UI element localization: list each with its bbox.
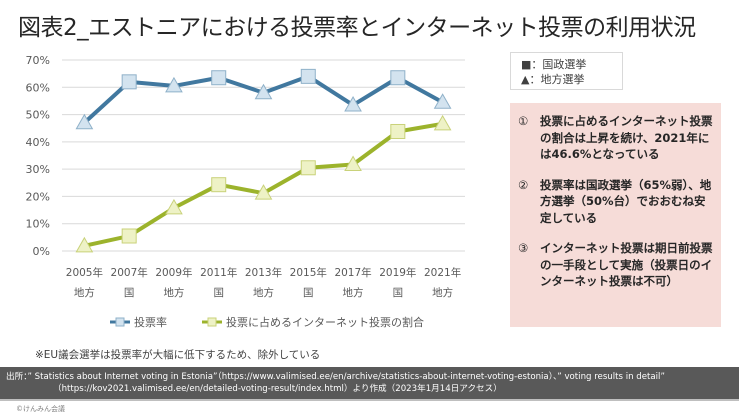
x-tick-sublabel: 地方 [74, 286, 95, 299]
internet-share-point [254, 184, 273, 200]
x-tick-label: 2007年 [111, 266, 148, 279]
copyright: ©けんみん会議 [16, 405, 65, 413]
x-tick-sublabel: 国 [124, 287, 135, 299]
internet-share-point [390, 123, 406, 139]
y-axis-ticks: 0% 10% 20% 30% 40% 50% 60% 70% [26, 54, 50, 258]
legend-label: 投票率 [134, 315, 167, 329]
source-line-1: 出所：” Statistics about Internet voting in… [6, 372, 665, 382]
x-tick-label: 2011年 [200, 266, 237, 279]
marker-legend-local: ▲：地方選挙 [521, 73, 585, 86]
source-line-2: （https://kov2021.valimised.ee/en/detaile… [53, 384, 502, 394]
internet-share-point [75, 236, 94, 253]
internet-share-point [433, 114, 452, 131]
series-lines [83, 74, 444, 248]
note-number: ① [518, 114, 529, 128]
series-markers [75, 68, 452, 253]
turnout-point [254, 83, 273, 100]
turnout-point [75, 113, 94, 130]
note-text: インターネット投票は期日前投票の一手段として実施（投票日のインターネット投票は不… [540, 241, 713, 288]
note-item: ① 投票に占めるインターネット投票の割合は上昇を続け、2021年には46.6%と… [518, 113, 713, 163]
y-tick-label: 70% [26, 54, 50, 67]
turnout-point [165, 76, 183, 93]
turnout-line [83, 74, 444, 125]
internet-share-point [165, 198, 183, 215]
turnout-point [344, 96, 362, 112]
footnote: ※EU議会選挙は投票率が大幅に低下するため、除外している [35, 349, 321, 361]
y-tick-label: 30% [26, 163, 50, 176]
x-tick-sublabel: 国 [303, 287, 314, 299]
note-item: ② 投票率は国政選挙（65%弱）、地方選挙（50%台）でおおむね安定している [518, 177, 713, 227]
marker-legend: ■：国政選挙 ▲：地方選挙 [510, 52, 623, 90]
note-number: ② [518, 177, 529, 192]
x-tick-sublabel: 国 [213, 287, 224, 299]
turnout-point [390, 70, 406, 86]
x-tick-sublabel: 地方 [253, 286, 274, 299]
x-tick-label: 2013年 [245, 266, 282, 279]
y-tick-label: 60% [26, 81, 50, 94]
x-tick-sublabel: 地方 [432, 286, 453, 299]
x-tick-label: 2015年 [290, 266, 327, 279]
x-tick-sublabel: 地方 [343, 286, 364, 299]
legend-marker-icon [207, 317, 217, 327]
notes-panel: ① 投票に占めるインターネット投票の割合は上昇を続け、2021年には46.6%と… [510, 103, 721, 327]
x-tick-label: 2005年 [66, 266, 103, 279]
marker-legend-national: ■：国政選挙 [521, 58, 587, 71]
source-bar: 出所：” Statistics about Internet voting in… [0, 367, 739, 401]
x-tick-sublabel: 国 [393, 287, 404, 299]
page-title: 図表2_エストニアにおける投票率とインターネット投票の利用状況 [18, 15, 696, 41]
internet-share-point [211, 177, 227, 193]
turnout-point [433, 93, 452, 109]
x-tick-label: 2017年 [334, 266, 371, 279]
turnout-point [300, 68, 316, 84]
note-item: ③ インターネット投票は期日前投票の一手段として実施（投票日のインターネット投票… [518, 240, 713, 290]
note-number: ③ [518, 241, 529, 255]
legend-marker-icon [115, 317, 125, 327]
x-tick-label: 2019年 [379, 266, 416, 279]
turnout-point [211, 70, 227, 86]
legend-label: 投票に占めるインターネット投票の割合 [226, 315, 424, 329]
note-text: 投票率は国政選挙（65%弱）、地方選挙（50%台）でおおむね安定している [540, 177, 712, 225]
x-tick-label: 2009年 [155, 266, 192, 279]
internet-share-point [300, 160, 316, 176]
y-tick-label: 20% [26, 190, 50, 203]
y-tick-label: 50% [26, 109, 50, 122]
line-chart: 0%10%20%30%40%50%60%70% 2005年地方2007年国200… [26, 54, 465, 329]
y-tick-label: 10% [26, 218, 50, 231]
x-tick-label: 2021年 [424, 266, 461, 279]
internet-share-point [344, 155, 362, 172]
chart-legend: 投票率 投票に占めるインターネット投票の割合 [110, 315, 424, 329]
y-tick-label: 40% [26, 136, 50, 149]
note-text: 投票に占めるインターネット投票の割合は上昇を続け、2021年には46.6%となっ… [540, 114, 713, 161]
x-tick-sublabel: 地方 [163, 286, 184, 299]
turnout-point [121, 74, 137, 90]
internet-share-point [121, 228, 137, 244]
y-tick-label: 0% [33, 245, 50, 258]
